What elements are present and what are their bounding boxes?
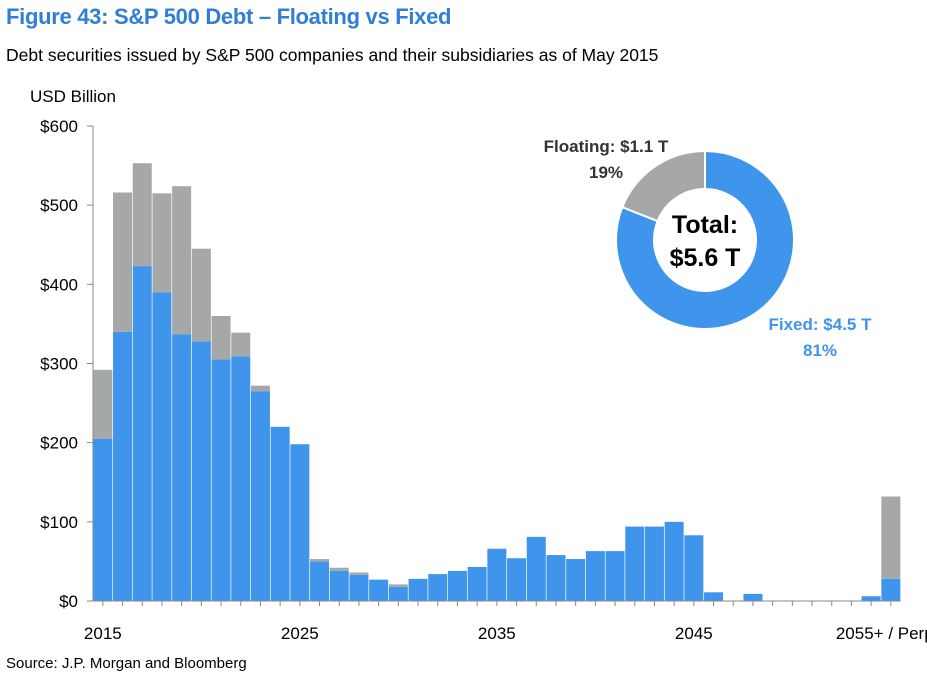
bar-fixed [93,438,113,601]
bar-fixed [704,592,724,601]
bar-floating [388,584,408,587]
bar-fixed [349,574,369,601]
y-tick-label: $0 [59,592,78,611]
bar-floating [250,385,270,392]
bar-fixed [605,551,625,601]
bar-fixed [113,331,133,601]
donut-slice-fixed [615,149,795,330]
bar-fixed [881,578,901,601]
bar-fixed [546,555,566,601]
donut-center-value: $5.6 T [670,244,741,272]
y-tick-label: $400 [40,275,78,294]
x-tick-label: 2035 [478,624,516,643]
bar-fixed [152,292,172,601]
x-tick-label: 2055+ / Perp [836,624,927,643]
bar-fixed [585,551,605,601]
bar-fixed [191,341,211,601]
floating-slice-label: Floating: $1.1 T [544,137,669,156]
bar-floating [231,332,251,357]
donut-center-label: Total: [672,211,738,239]
bar-floating [211,316,231,360]
bar-fixed [270,426,290,601]
bar-floating [93,369,113,439]
floating-slice-percent: 19% [589,163,623,182]
bar-fixed [172,334,192,601]
bar-floating [881,496,901,579]
x-tick-label: 2045 [675,624,713,643]
bar-fixed [743,593,763,601]
bar-fixed [487,548,507,601]
bar-floating [310,559,330,562]
bar-fixed [526,536,546,601]
x-tick-label: 2015 [84,624,122,643]
bar-fixed [566,559,586,601]
chart-subtitle: Debt securities issued by S&P 500 compan… [6,45,659,65]
bar-fixed [329,570,349,601]
y-tick-label: $300 [40,355,78,374]
bar-fixed [388,586,408,601]
bar-floating [349,572,369,575]
bar-fixed [132,266,152,601]
source-note: Source: J.P. Morgan and Bloomberg [6,655,247,672]
bar-fixed [428,574,448,601]
bar-fixed [644,526,664,601]
bar-fixed [250,391,270,601]
bar-fixed [507,558,527,601]
bar-fixed [408,578,428,601]
bar-fixed [684,535,704,601]
bar-fixed [664,521,684,601]
y-tick-label: $500 [40,196,78,215]
bar-fixed [231,356,251,601]
fixed-slice-percent: 81% [803,341,837,360]
bar-floating [191,248,211,342]
bar-fixed [310,561,330,601]
bar-floating [329,567,349,571]
bar-fixed [467,566,487,601]
x-tick-label: 2025 [281,624,319,643]
fixed-slice-label: Fixed: $4.5 T [769,315,873,334]
bar-fixed [211,359,231,601]
bar-floating [172,186,192,335]
bar-fixed [447,570,467,601]
y-tick-label: $200 [40,434,78,453]
chart-title: Figure 43: S&P 500 Debt – Floating vs Fi… [6,4,452,29]
bar-floating [132,163,152,267]
bar-fixed [290,444,310,601]
y-axis-label: USD Billion [30,87,116,106]
y-tick-label: $100 [40,513,78,532]
bar-floating [113,192,133,332]
bar-fixed [369,579,389,601]
y-tick-label: $600 [40,117,78,136]
bar-fixed [861,596,881,601]
bar-floating [152,193,172,293]
bar-fixed [625,526,645,601]
